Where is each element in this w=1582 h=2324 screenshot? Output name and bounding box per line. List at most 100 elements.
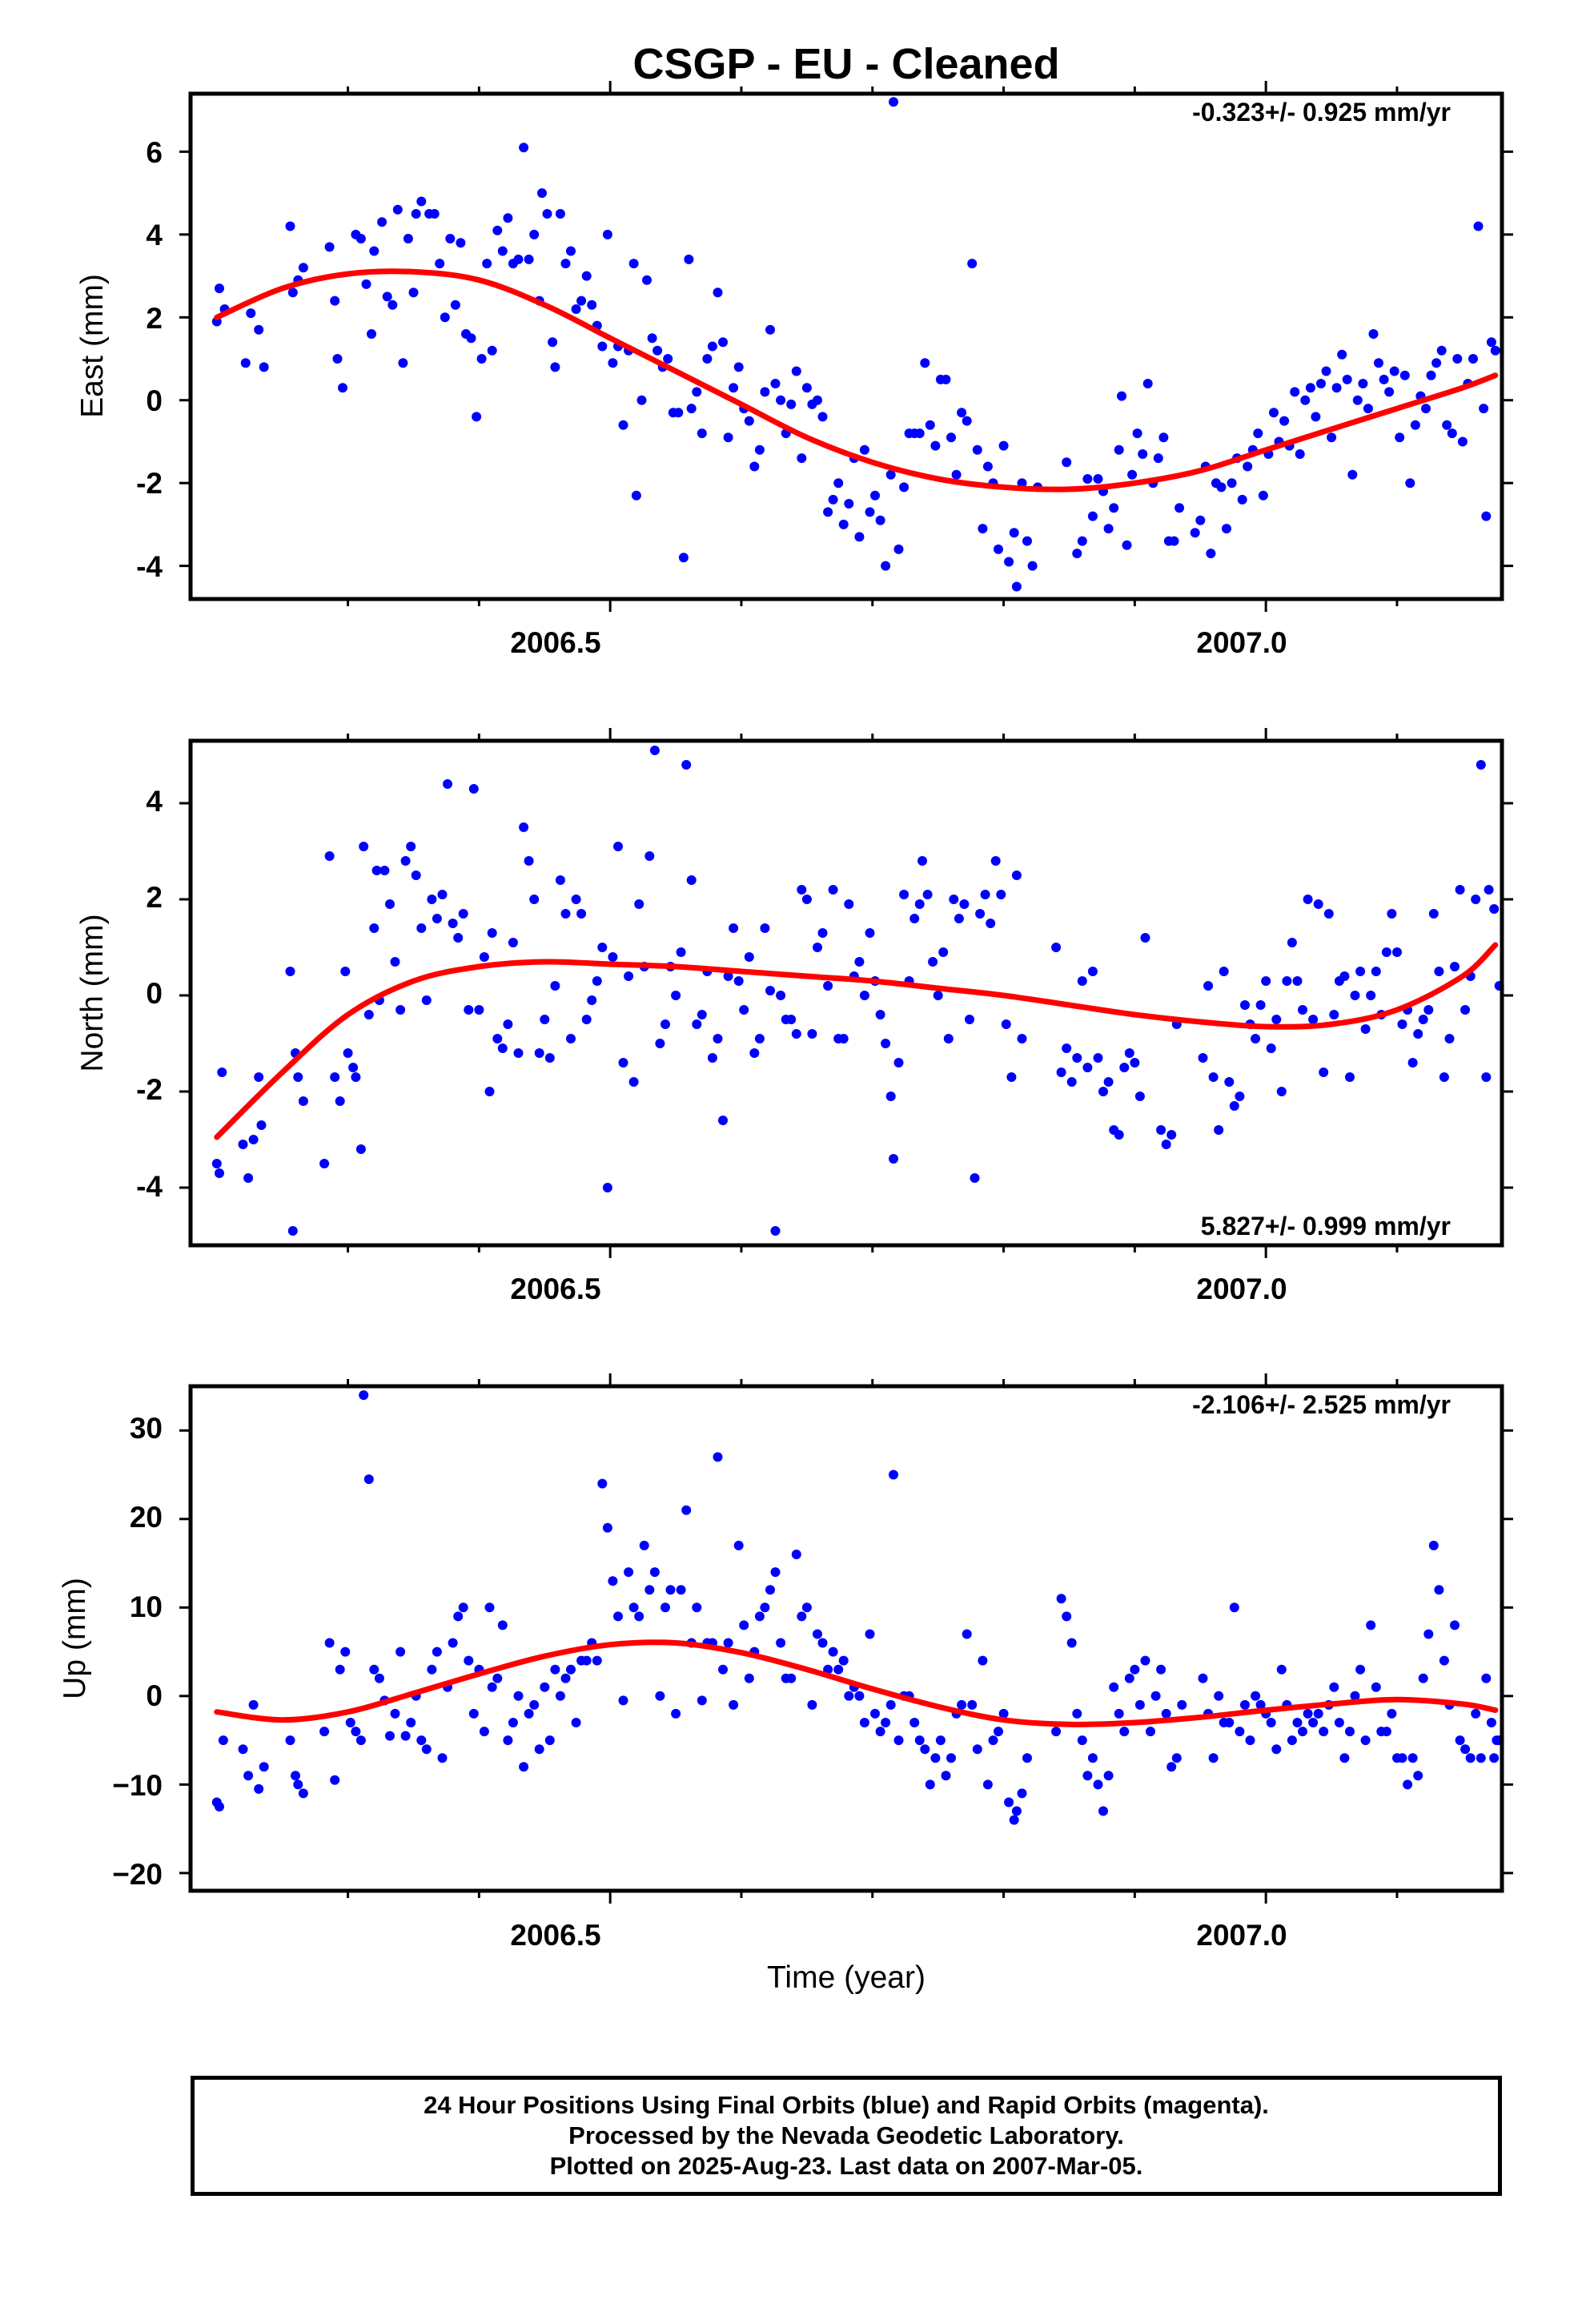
north-data-point [938,947,949,957]
north-data-point [519,822,529,832]
east-y-axis-label: East (mm) [75,274,110,418]
north-data-point [990,856,1001,866]
east-data-point [957,408,967,418]
east-data-point [1195,515,1206,525]
up-data-point [1109,1682,1119,1692]
up-data-point [1119,1727,1130,1737]
up-data-point [248,1699,259,1710]
north-data-point [1214,1125,1224,1135]
up-data-point [1403,1779,1413,1790]
north-data-point [1476,760,1486,770]
north-data-point [248,1135,259,1144]
east-data-point [1347,469,1358,480]
up-data-point [1266,1718,1276,1727]
up-data-point [351,1727,361,1737]
up-data-point [1276,1664,1287,1675]
east-data-point [1374,358,1383,368]
north-data-point [1114,1130,1124,1140]
north-fit-curve [214,942,1499,1140]
east-data-point [1331,383,1342,393]
east-data-point [435,259,445,269]
east-data-point [797,453,807,464]
north-data-point [508,938,518,947]
up-data-point [1051,1727,1062,1737]
footer-line: 24 Hour Positions Using Final Orbits (bl… [424,2091,1269,2119]
north-data-point [608,952,618,962]
up-data-point [1298,1727,1307,1737]
up-data-point [807,1699,817,1710]
up-data-point [1413,1771,1423,1781]
north-data-point [754,1034,765,1043]
east-data-point [1368,329,1379,339]
east-data-point [628,259,639,269]
north-data-point [540,1015,550,1024]
north-data-point [1229,1101,1239,1111]
east-data-point [972,444,982,455]
up-data-point [655,1691,665,1701]
north-data-point [817,928,828,938]
north-data-point [801,895,812,904]
east-data-point [332,354,343,364]
north-data-point [889,1154,898,1164]
up-data-point [319,1727,330,1737]
up-data-point [1255,1699,1266,1710]
north-data-point [1235,1092,1245,1101]
north-data-point [513,1048,524,1058]
up-data-point [1224,1718,1235,1727]
north-y-tick-label: 2 [146,881,163,914]
up-data-point [733,1540,744,1550]
up-data-point [1156,1664,1166,1675]
north-data-point [1124,1048,1134,1058]
east-data-point [1452,354,1463,364]
east-data-point [287,287,298,298]
up-data-point [1251,1691,1261,1701]
east-data-point [652,345,663,356]
north-data-point [1392,947,1402,957]
up-data-point [1313,1708,1323,1719]
east-data-point [1473,221,1484,231]
up-data-point [865,1629,875,1639]
north-data-point [776,991,786,1000]
up-data-point [613,1611,623,1622]
up-data-point [1146,1727,1155,1737]
up-plot-frame [188,1384,1504,1893]
north-data-point [1460,1005,1471,1015]
up-data-point [602,1522,612,1533]
east-data-point [456,238,466,248]
north-data-point [369,923,379,933]
east-data-point [1316,379,1326,388]
north-data-point [975,909,986,919]
east-data-point [398,358,408,368]
north-data-point [560,909,571,919]
east-data-point [1132,428,1142,439]
north-data-point [1140,933,1150,943]
north-data-point [1308,1015,1319,1024]
east-data-point [833,478,844,489]
east-data-point [1311,412,1321,422]
up-data-point [998,1708,1009,1719]
east-data-point [254,324,264,335]
east-data-point [1022,536,1032,546]
east-data-point [602,229,612,239]
north-data-point [1266,1043,1276,1053]
up-data-point [374,1673,384,1683]
up-data-point [432,1647,442,1657]
east-data-point [1174,503,1185,513]
north-data-point [1292,976,1303,986]
north-data-point [676,947,686,957]
north-data-point [254,1072,264,1082]
north-data-point [655,1039,665,1048]
east-data-point [718,337,728,348]
east-data-point [411,209,421,219]
up-y-tick-label: 0 [146,1679,163,1712]
north-data-point [1355,967,1366,976]
north-data-point [243,1173,254,1183]
north-data-point [1287,938,1297,947]
up-data-point [359,1390,369,1401]
north-data-point [1208,1072,1219,1082]
east-data-point [692,387,702,397]
north-data-point [534,1048,544,1058]
north-data-point [1006,1072,1017,1082]
north-data-point [293,1072,303,1082]
